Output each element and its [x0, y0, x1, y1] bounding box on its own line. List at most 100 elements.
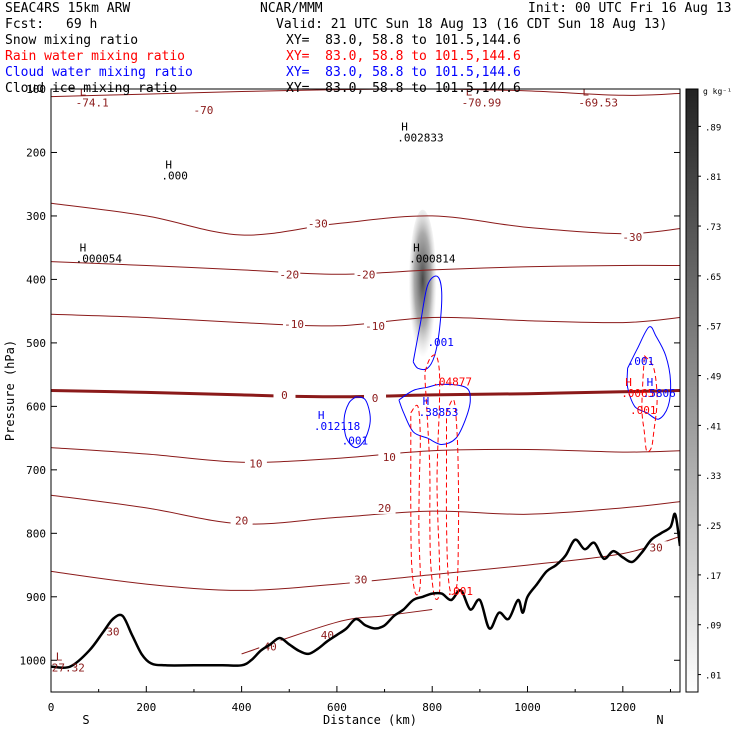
temperature-contour-label: -20: [356, 268, 376, 281]
extremum-value: .000814: [409, 252, 456, 265]
temperature-contour-label: 30: [650, 541, 663, 554]
field-name-cloud-ice: Cloud ice mixing ratio: [5, 81, 178, 96]
forecast-label: Fcst:: [5, 17, 45, 32]
colorbar-tick-label: .01: [705, 672, 721, 682]
colorbar-tick-label: .81: [705, 173, 721, 183]
init-time: Init: 00 UTC Fri 16 Aug 13: [528, 1, 732, 16]
x-axis-label: Distance (km): [323, 713, 417, 727]
field-xy-cloud-water: XY= 83.0, 58.8 to 101.5,144.6: [286, 65, 521, 80]
cloud-water-contour-0: [343, 396, 371, 449]
y-tick-label: 400: [26, 273, 46, 286]
temperature-contour-label: 30: [354, 574, 367, 587]
extremum-value: -70.99: [462, 96, 502, 109]
rain-contour-2: [445, 399, 460, 595]
extremum-value: .0065: [621, 387, 654, 400]
y-tick-label: 900: [26, 591, 46, 604]
x-tick-label: 1000: [514, 701, 541, 714]
x-tick-label: 600: [327, 701, 347, 714]
y-tick-label: 500: [26, 337, 46, 350]
temperature-contour-label: 40: [264, 640, 277, 653]
extremum-marker: H: [413, 241, 420, 254]
contour-label-bg: [273, 388, 296, 401]
temperature-contour-label: -30: [308, 218, 328, 231]
x-tick-label: 0: [48, 701, 55, 714]
temperature-contour-label: 30: [106, 626, 119, 639]
contour-label-bg: [192, 103, 215, 116]
extremum-marker: .001: [628, 355, 655, 368]
x-end-label-south: S: [82, 713, 89, 727]
extremum-value: .000: [161, 169, 188, 182]
extremum-value: -74.1: [76, 96, 109, 109]
contour-label-bg: [278, 268, 301, 281]
extremum-marker: H: [625, 376, 632, 389]
extremum-marker: H: [318, 409, 325, 422]
extremum-marker: L: [466, 85, 473, 98]
temperature-contour-label: 20: [235, 515, 248, 528]
y-tick-label: 700: [26, 464, 46, 477]
contour-label-bg: [364, 392, 387, 405]
extremum-value: .002833: [397, 131, 443, 144]
rain-contour-3: [641, 355, 658, 453]
plot-frame: [50, 88, 681, 693]
colorbar-tick-label: .57: [705, 323, 721, 333]
extremum-marker: H: [401, 120, 408, 133]
organization: NCAR/MMM: [260, 1, 323, 16]
extremum-value: .012118: [314, 420, 360, 433]
cloud-water-contour-2: [398, 383, 471, 446]
colorbar-tick-label: .17: [705, 572, 721, 582]
extremum-marker: .001: [342, 434, 369, 447]
x-end-label-north: N: [656, 713, 663, 727]
contour-label-bg: [645, 541, 668, 554]
terrain-line: [51, 512, 680, 670]
x-tick-label: 800: [422, 701, 442, 714]
valid-time: Valid: 21 UTC Sun 18 Aug 13 (16 CDT Sun …: [276, 17, 668, 32]
extremum-marker: H: [647, 376, 654, 389]
extremum-value: .38853: [419, 406, 459, 419]
temperature-contour-label: -30: [622, 231, 642, 244]
temperature-contour-label: -70: [194, 104, 214, 117]
extremum-value: .000054: [76, 252, 123, 265]
extremum-marker: H: [80, 241, 87, 254]
contour-label-bg: [373, 501, 396, 514]
contour-label-bg: [354, 268, 377, 281]
colorbar-tick-label: .41: [705, 422, 721, 432]
field-xy-rain: XY= 83.0, 58.8 to 101.5,144.6: [286, 49, 521, 64]
temperature-contour-1: [51, 202, 680, 236]
temperature-contour-label: -20: [279, 268, 299, 281]
extremum-marker: .001: [427, 336, 454, 349]
axes: 0 200 400 600 800 1000 1200 Distance (km) S N 10 0 2…: [3, 83, 680, 727]
extremum-value: -69.53: [578, 96, 618, 109]
y-tick-label: 200: [26, 146, 46, 159]
colorbar-tick-label: .33: [705, 472, 721, 482]
colorbar-tick-label: .89: [705, 123, 721, 133]
contour-label-bg: [306, 217, 329, 230]
plot-area: -70-30-30-20 -20-10 -100 010 102020303030404…: [51, 85, 680, 674]
y-tick-label: 1000: [20, 654, 47, 667]
field-name-rain: Rain water mixing ratio: [5, 49, 186, 64]
extremum-marker: L: [582, 85, 589, 98]
temperature-contour-label: 10: [383, 451, 396, 464]
contour-label-bg: [364, 319, 387, 332]
temperature-contour-label: -10: [284, 318, 304, 331]
x-tick-label: 200: [136, 701, 156, 714]
temperature-contour-label: 0: [372, 392, 379, 405]
field-name-snow: Snow mixing ratio: [5, 33, 139, 48]
temperature-contour-5: [51, 447, 680, 463]
contour-label-bg: [283, 317, 306, 330]
x-tick-label: 400: [232, 701, 252, 714]
contour-label-bg: [230, 514, 253, 527]
temperature-contour-7: [51, 536, 680, 591]
colorbar-tick-label: .09: [705, 622, 721, 632]
cloud-water-contour-3: [626, 326, 672, 420]
x-tick-label: 1200: [610, 701, 637, 714]
extremum-marker: H: [165, 158, 172, 171]
extremum-marker: L: [80, 85, 87, 98]
contour-label-bg: [101, 625, 124, 638]
field-xy-cloud-ice: XY= 83.0, 58.8 to 101.5,144.6: [286, 81, 521, 96]
contour-label-bg: [349, 573, 372, 586]
extremum-value: .5806: [643, 387, 676, 400]
rain-contour-0: [424, 354, 441, 601]
colorbar-tick-label: .25: [705, 522, 721, 532]
rain-contour-1: [410, 404, 421, 596]
